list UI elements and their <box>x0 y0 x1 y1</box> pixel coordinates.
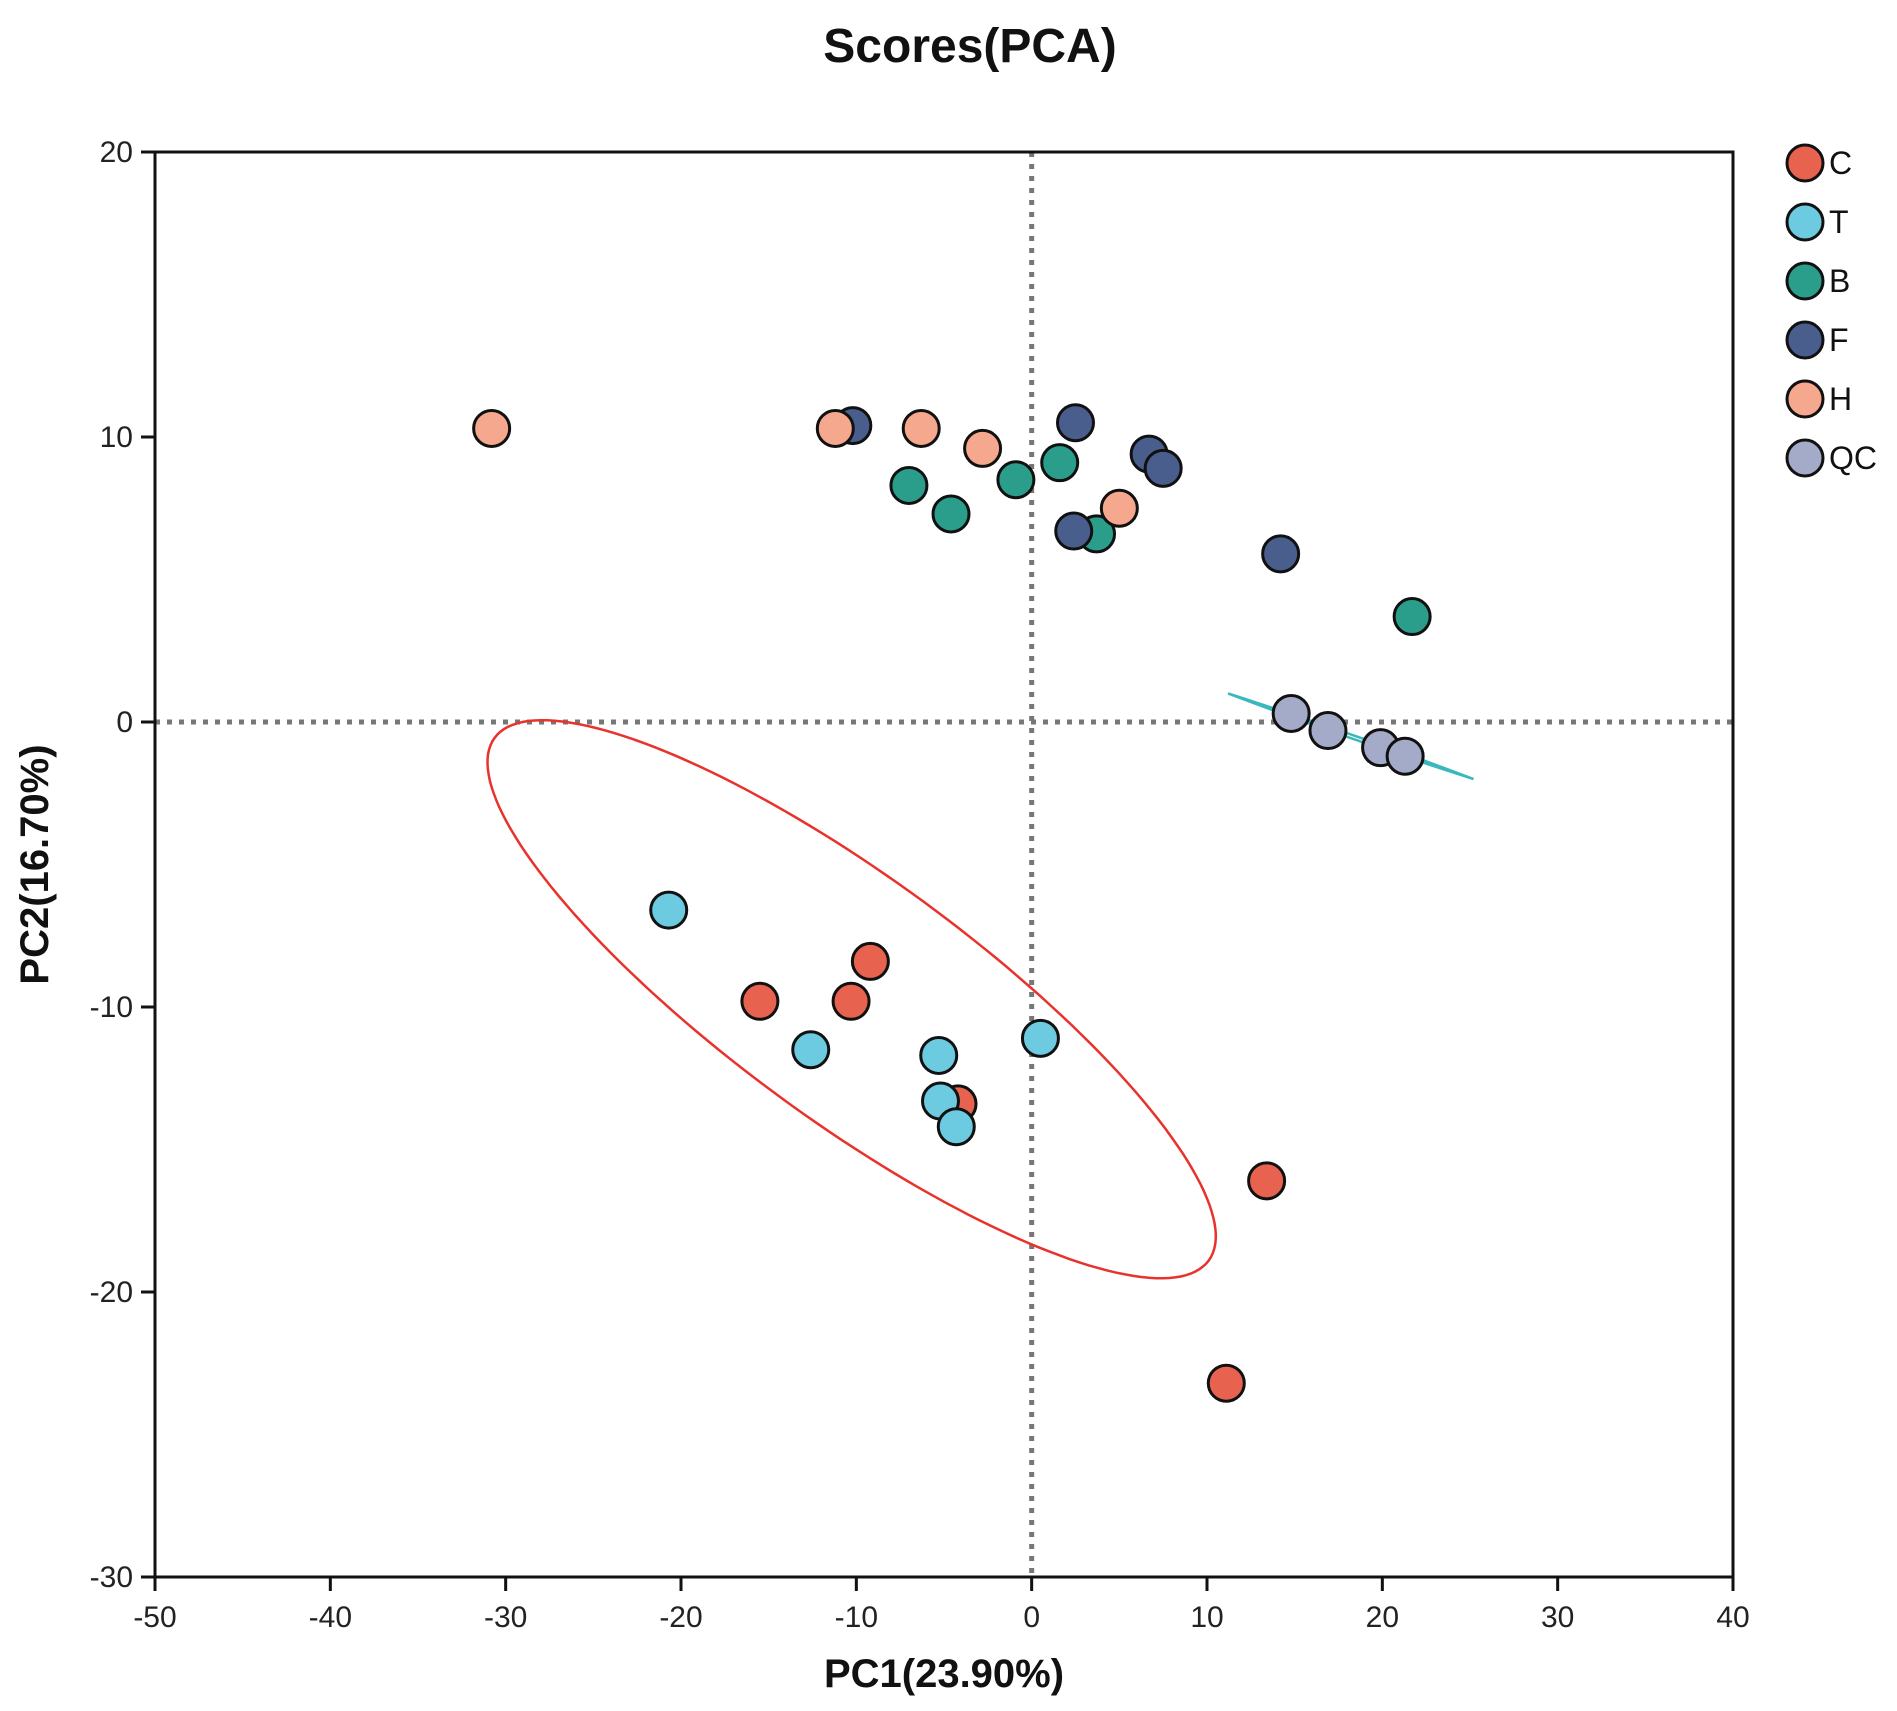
legend-label: B <box>1829 263 1850 299</box>
x-tick-label: 20 <box>1366 1601 1399 1634</box>
x-tick-label: 10 <box>1190 1601 1223 1634</box>
legend-label: H <box>1829 381 1852 417</box>
point-t <box>1020 1018 1060 1058</box>
point-t <box>919 1035 959 1075</box>
x-tick-label: 40 <box>1716 1601 1749 1634</box>
point-c <box>831 981 871 1021</box>
legend-label: F <box>1829 322 1849 358</box>
point-f <box>1261 534 1301 574</box>
ellipse-c <box>486 718 1218 1280</box>
x-tick-label: -20 <box>659 1601 702 1634</box>
ellipse-qc <box>1227 692 1474 781</box>
legend-marker-qc <box>1785 438 1825 478</box>
point-qc <box>1385 736 1425 776</box>
y-axis-title: PC2(16.70%) <box>13 744 57 984</box>
point-b <box>1040 443 1080 483</box>
point-t <box>649 890 689 930</box>
point-qc <box>1271 693 1311 733</box>
point-c <box>1247 1161 1287 1201</box>
confidence-ellipses <box>486 692 1474 1280</box>
point-f <box>1056 403 1095 443</box>
point-f <box>1054 511 1094 551</box>
point-c <box>740 981 780 1021</box>
legend-marker-b <box>1785 261 1825 301</box>
x-tick-label: 0 <box>1023 1601 1040 1634</box>
point-b <box>1392 597 1432 637</box>
legend-label: T <box>1829 204 1849 240</box>
x-tick-label: -10 <box>835 1601 878 1634</box>
legend-marker-c <box>1785 143 1825 183</box>
point-t <box>791 1030 831 1070</box>
legend-label: QC <box>1829 440 1877 476</box>
x-axis-ticks: -50 -40 -30 -20 -10 0 10 20 30 40 <box>133 1577 1750 1634</box>
reference-lines <box>155 152 1733 1577</box>
x-tick-label: 30 <box>1541 1601 1574 1634</box>
point-b <box>931 494 971 534</box>
point-qc <box>1308 711 1348 751</box>
y-tick-label: -20 <box>90 1276 133 1309</box>
x-tick-label: -40 <box>309 1601 352 1634</box>
y-tick-label: 10 <box>100 421 133 454</box>
point-h <box>901 408 941 448</box>
point-c <box>1206 1363 1246 1403</box>
legend-marker-f <box>1785 320 1825 360</box>
legend-marker-h <box>1785 379 1825 419</box>
x-axis-title: PC1(23.90%) <box>824 1652 1064 1696</box>
y-tick-label: 0 <box>116 706 133 739</box>
y-tick-label: -30 <box>90 1561 133 1594</box>
point-h <box>1099 488 1139 528</box>
point-c <box>850 941 890 981</box>
y-tick-label: -10 <box>90 991 133 1024</box>
chart-title: Scores(PCA) <box>823 20 1116 73</box>
point-b <box>889 465 929 505</box>
y-tick-label: 20 <box>100 136 133 169</box>
x-tick-label: -50 <box>133 1601 176 1634</box>
point-h <box>472 408 512 448</box>
point-h <box>815 408 855 448</box>
y-axis-ticks: 20 10 0 -10 -20 -30 <box>90 136 155 1594</box>
x-tick-label: -30 <box>484 1601 527 1634</box>
point-t <box>936 1107 976 1147</box>
point-b <box>996 460 1036 500</box>
legend-marker-t <box>1785 202 1825 242</box>
point-f <box>1143 448 1183 488</box>
legend-label: C <box>1829 145 1852 181</box>
plot-frame <box>153 150 1735 1579</box>
score-points <box>472 403 1432 1403</box>
point-h <box>963 428 1003 468</box>
